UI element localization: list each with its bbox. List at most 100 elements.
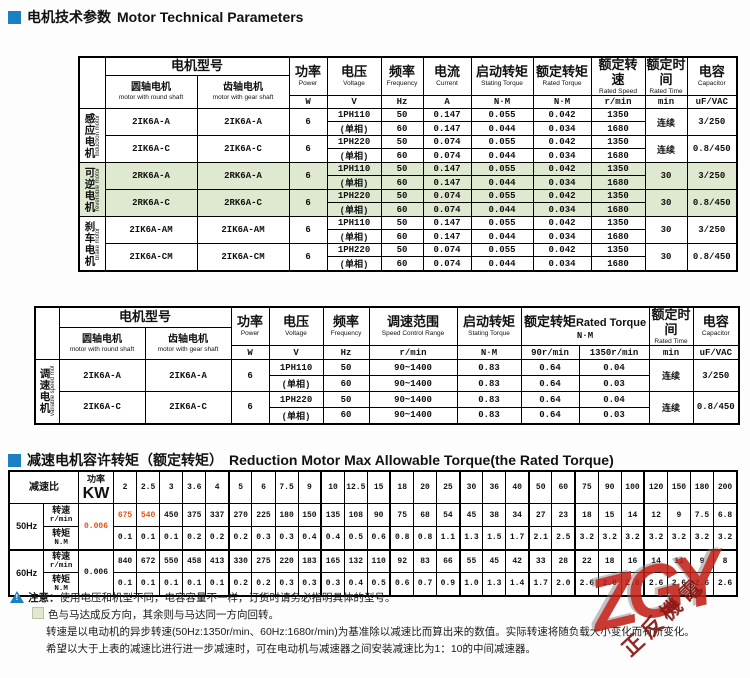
unit-cell: uF/VAC xyxy=(686,95,738,110)
table-row: 可逆电机 reversible motor 2RK6A-A 2RK6A-A 6 1PH… xyxy=(78,162,738,218)
ratio-header-cell: 4 xyxy=(205,470,230,504)
value-cell: 2IK6A-C xyxy=(144,391,232,425)
value-cell: (单相) xyxy=(326,121,382,137)
speed-value-cell: 27 xyxy=(527,503,553,527)
value-cell: 2IK6A-C xyxy=(104,135,198,164)
speed-value-cell: 55 xyxy=(458,548,484,573)
value-cell: 90~1400 xyxy=(368,375,458,393)
ratio-header-cell: 2.5 xyxy=(136,470,161,504)
value-cell: 1350 xyxy=(590,189,646,204)
speed-value-cell: 68 xyxy=(413,503,438,527)
speed-value-cell: 330 xyxy=(227,548,253,573)
value-cell: (单相) xyxy=(326,175,382,191)
value-cell: 0.044 xyxy=(470,202,534,218)
value-cell: 2IK6A-A xyxy=(196,108,290,137)
torque-value-cell: 1.7 xyxy=(505,526,530,550)
header-model: 电机型号 xyxy=(104,56,290,76)
ratio-header-cell: 25 xyxy=(436,470,461,504)
value-cell: 1350 xyxy=(590,243,646,258)
note-text: 色与马达成反方向，其余则与马达同一方向回转。 xyxy=(48,609,279,621)
speed-value-cell: 150 xyxy=(297,503,322,527)
table-row: (单相) 60 0.074 0.044 0.034 1680 xyxy=(79,148,737,164)
ratio-header-cell: 9 xyxy=(297,470,322,504)
table-row: 2IK6A-CM 2IK6A-CM 6 1PH220 50 0.074 0.055 0.04… xyxy=(79,243,738,272)
unit-cell: V xyxy=(268,345,324,361)
torque-value-cell: 0.3 xyxy=(274,526,299,550)
green-legend-swatch xyxy=(32,607,44,619)
value-cell: 连续 xyxy=(644,135,688,164)
torque-value-cell: 0.1 xyxy=(182,572,207,596)
value-cell: 2RK6A-C xyxy=(196,189,290,218)
blue-square-icon xyxy=(8,11,21,24)
header-row: 电机型号 功率 Power 电压 Voltage 频率 Frequency 调速范围 S… xyxy=(34,306,740,361)
value-cell: 2IK6A-AM xyxy=(196,216,290,245)
ratio-header-cell: 12.5 xyxy=(343,470,368,504)
category-reversible-motor: 可逆电机 reversible motor xyxy=(78,162,106,218)
speed-value-cell: 8 xyxy=(713,548,738,573)
torque-value-cell: 0.4 xyxy=(297,526,322,550)
ratio-header-cell: 150 xyxy=(666,470,691,504)
table-row: 50Hz 转速 r/min 0.006 675 540 450 375 337 270 225… xyxy=(8,503,738,550)
note-text: 使用电压和机型不同，电容容量不一样，订货时请务必指明具体的型号。 xyxy=(59,592,396,604)
speed-value-cell: 225 xyxy=(251,503,276,527)
value-cell: 连续 xyxy=(648,359,694,393)
value-cell: 0.055 xyxy=(470,243,534,258)
torque-value-cell: 3.2 xyxy=(666,526,691,550)
ratio-header-cell: 10 xyxy=(320,470,345,504)
speed-value-cell: 375 xyxy=(182,503,207,527)
header-round-shaft: 圆轴电机 motor with round shaft xyxy=(58,326,146,361)
speed-value-cell: 75 xyxy=(389,503,415,527)
row-label-speed: 转速 r/min xyxy=(43,548,79,573)
table-row: 2IK6A-C 2IK6A-C 6 1PH220 50 90~1400 0.83 0.64 0… xyxy=(35,391,740,425)
row-label-torque: 转矩 N.M xyxy=(43,526,79,550)
value-cell: 60 xyxy=(380,148,424,164)
value-cell: 50 xyxy=(380,243,424,258)
value-cell: (单相) xyxy=(326,256,382,272)
title-en: Motor Technical Parameters xyxy=(117,9,304,25)
value-cell: 60 xyxy=(380,175,424,191)
value-cell: 0.034 xyxy=(532,229,592,245)
value-cell: 2IK6A-C xyxy=(196,135,290,164)
header-voltage: 电压 Voltage xyxy=(326,56,382,97)
speed-value-cell: 337 xyxy=(205,503,230,527)
value-cell: 0.034 xyxy=(532,121,592,137)
speed-value-cell: 11 xyxy=(666,548,691,573)
header-starting-torque: 启动转矩 Stating Torque xyxy=(470,56,534,97)
title-en: Reduction Motor Max Allowable Torque(the… xyxy=(229,452,614,468)
value-cell: 2IK6A-CM xyxy=(196,243,290,272)
value-cell: 0.044 xyxy=(470,175,534,191)
speed-value-cell: 16 xyxy=(620,548,645,573)
speed-value-cell: 413 xyxy=(205,548,230,573)
value-cell: 0.044 xyxy=(470,148,534,164)
value-cell: 1680 xyxy=(590,229,646,245)
value-cell: 50 xyxy=(380,189,424,204)
torque-value-cell: 1.3 xyxy=(482,572,507,596)
unit-cell: V xyxy=(326,95,382,110)
category-speed-control-motor: 调速电机 variable speed motor xyxy=(34,359,60,425)
value-cell: (单相) xyxy=(326,148,382,164)
section-title-reduction-torque: 减速电机容许转矩（额定转矩） Reduction Motor Max Allowa… xyxy=(8,450,614,470)
value-cell: 0.147 xyxy=(422,108,472,123)
unit-cell: W xyxy=(288,95,328,110)
torque-value-cell: 0.1 xyxy=(159,526,184,550)
speed-value-cell: 165 xyxy=(320,548,345,573)
value-cell: (单相) xyxy=(268,375,324,393)
speed-value-cell: 45 xyxy=(458,503,484,527)
unit-cell: uF/VAC xyxy=(692,345,740,361)
value-cell: 0.147 xyxy=(422,162,472,177)
note-line-4: 希望以大于上表的减速比进行进一步减速时，可在电动机与减速器之间安装减速比为1：1… xyxy=(46,643,537,655)
value-cell: 2IK6A-A xyxy=(144,359,232,393)
torque-value-cell: 3.2 xyxy=(597,526,622,550)
value-cell: 1PH220 xyxy=(326,243,382,258)
ratio-header-cell: 60 xyxy=(551,470,576,504)
value-cell: (单相) xyxy=(268,407,324,425)
value-cell: 2IK6A-A xyxy=(58,359,146,393)
speed-value-cell: 45 xyxy=(482,548,507,573)
value-cell: 2IK6A-A xyxy=(104,108,198,137)
header-row: 电机型号 功率 Power 电压 Voltage 频率 Frequency 电流 Cur… xyxy=(78,56,738,110)
header-rated-speed: 额定转速 Rated Speed xyxy=(590,56,646,97)
torque-value-cell: 1.3 xyxy=(458,526,484,550)
torque-value-cell: 2.6 xyxy=(643,572,668,596)
header-gear-shaft: 齿轴电机 motor with gear shaft xyxy=(196,74,290,110)
table-row: 2RK6A-C 2RK6A-C 6 1PH220 50 0.074 0.055 0.042 1… xyxy=(79,189,738,218)
